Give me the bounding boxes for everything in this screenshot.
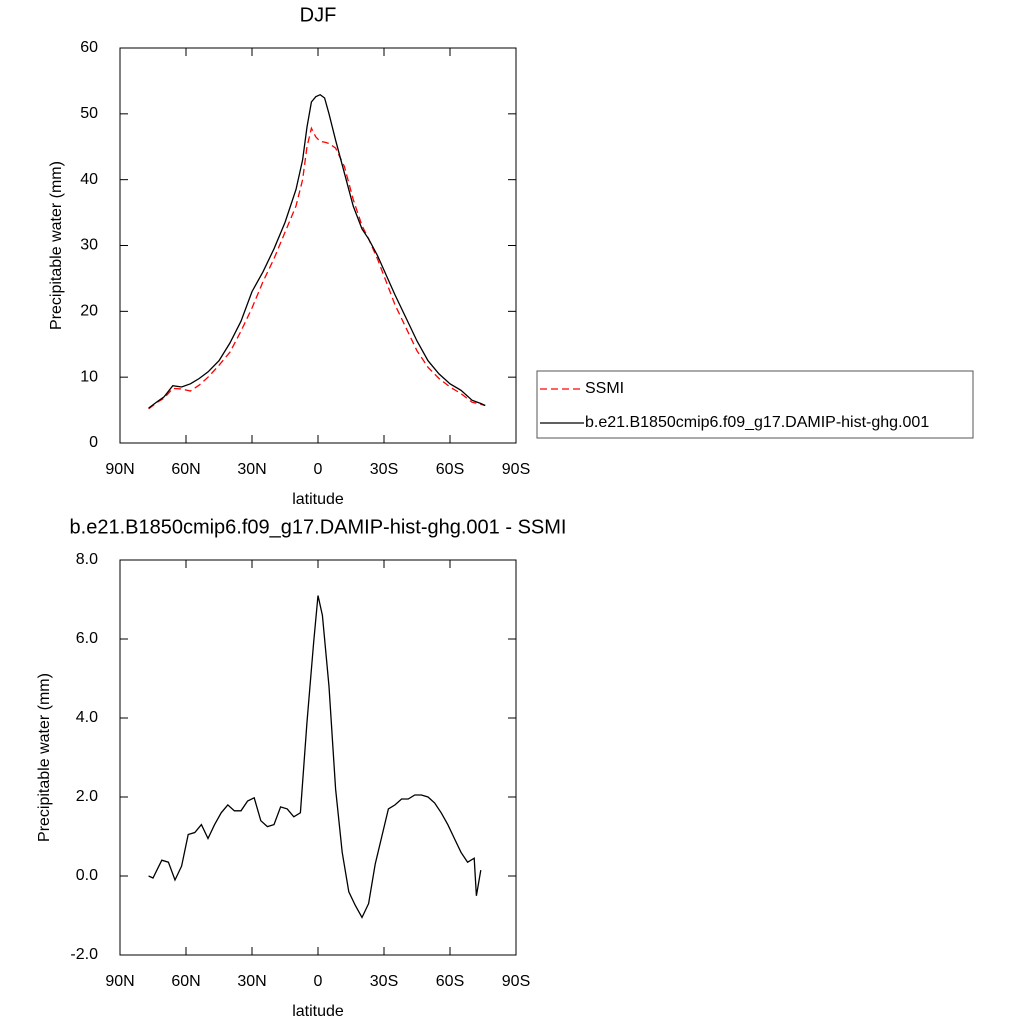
plot-frame <box>119 559 517 956</box>
x-tick-label: 60N <box>171 973 200 990</box>
x-tick-label: 30N <box>237 461 266 478</box>
x-tick-label: 30S <box>370 461 398 478</box>
x-tick-label: 90S <box>502 973 530 990</box>
x-tick-label: 30N <box>237 973 266 990</box>
y-axis-label: Precipitable water (mm) <box>48 161 65 330</box>
y-tick-label: 6.0 <box>76 630 98 647</box>
x-tick-label: 90N <box>105 973 134 990</box>
chart-title: DJF <box>300 4 337 26</box>
chart-title: b.e21.B1850cmip6.f09_g17.DAMIP-hist-ghg.… <box>70 516 567 538</box>
y-tick-label: 30 <box>80 237 98 254</box>
y-tick-label: 4.0 <box>76 709 98 726</box>
y-tick-label: 50 <box>80 105 98 122</box>
x-axis-label: latitude <box>292 1003 344 1020</box>
legend-box <box>536 370 974 439</box>
y-tick-label: 40 <box>80 171 98 188</box>
x-tick-label: 60S <box>436 973 464 990</box>
x-tick-label: 30S <box>370 973 398 990</box>
y-tick-label: 0 <box>89 434 98 451</box>
y-tick-label: -2.0 <box>70 946 98 963</box>
plot-frame <box>119 47 517 444</box>
y-tick-label: 2.0 <box>76 788 98 805</box>
x-tick-label: 60N <box>171 461 200 478</box>
y-axis-label: Precipitable water (mm) <box>36 673 53 842</box>
y-tick-label: 8.0 <box>76 551 98 568</box>
data-line <box>148 595 482 919</box>
x-tick-label: 90N <box>105 461 134 478</box>
x-tick-label: 0 <box>314 973 323 990</box>
legend-label: SSMI <box>585 380 624 397</box>
y-tick-label: 60 <box>80 39 98 56</box>
x-tick-label: 90S <box>502 461 530 478</box>
data-line <box>148 93 486 409</box>
y-tick-label: 20 <box>80 303 98 320</box>
x-axis-label: latitude <box>292 491 344 508</box>
y-tick-label: 0.0 <box>76 867 98 884</box>
y-tick-label: 10 <box>80 368 98 385</box>
x-tick-label: 60S <box>436 461 464 478</box>
legend-label: b.e21.B1850cmip6.f09_g17.DAMIP-hist-ghg.… <box>585 414 929 431</box>
x-tick-label: 0 <box>314 461 323 478</box>
data-line <box>148 126 486 410</box>
